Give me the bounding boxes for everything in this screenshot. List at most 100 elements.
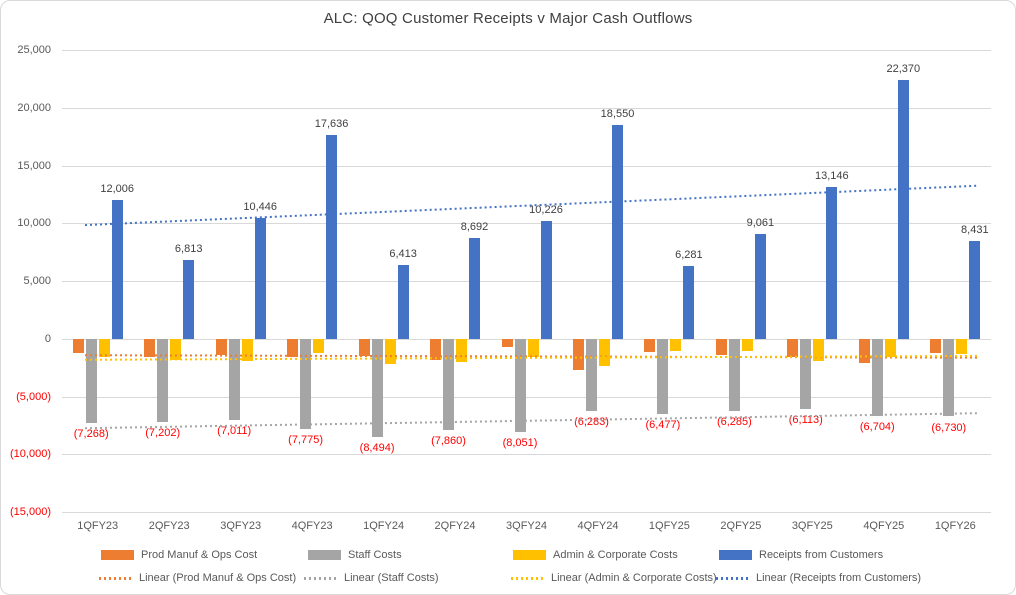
legend-item-receipts-from-customers[interactable]: Receipts from Customers	[719, 548, 883, 562]
bar-staff-costs-4qfy24[interactable]	[586, 338, 597, 412]
y-axis-tick-label: 15,000	[17, 160, 51, 172]
legend-item-prod-manuf-ops-cost[interactable]: Prod Manuf & Ops Cost	[101, 548, 257, 562]
bar-staff-costs-1qfy26[interactable]	[943, 338, 955, 417]
data-label-staff-costs-4qfy24: (6,283)	[574, 416, 609, 429]
bar-admin-corporate-costs-3qfy23[interactable]	[241, 338, 253, 361]
data-label-receipts-from-customers-3qfy24: 10,226	[529, 203, 563, 216]
data-label-receipts-from-customers-1qfy26: 8,431	[961, 224, 989, 237]
bar-receipts-from-customers-2qfy24[interactable]	[469, 238, 480, 339]
bar-receipts-from-customers-3qfy25[interactable]	[826, 186, 838, 339]
bar-prod-manuf-ops-cost-4qfy24[interactable]	[573, 338, 584, 370]
bar-prod-manuf-ops-cost-3qfy24[interactable]	[501, 338, 513, 347]
grid-line	[62, 512, 991, 513]
data-label-receipts-from-customers-1qfy25: 6,281	[675, 249, 703, 262]
bar-staff-costs-3qfy23[interactable]	[228, 338, 240, 420]
legend-item-linear-admin-corporate-costs[interactable]: Linear (Admin & Corporate Costs)	[511, 571, 717, 585]
bar-receipts-from-customers-1qfy23[interactable]	[111, 200, 123, 339]
legend-label: Admin & Corporate Costs	[553, 549, 678, 561]
x-axis-category-label: 4QFY23	[291, 520, 333, 532]
data-label-staff-costs-2qfy24: (7,860)	[431, 434, 466, 447]
bar-receipts-from-customers-4qfy24[interactable]	[612, 124, 623, 339]
bar-prod-manuf-ops-cost-4qfy25[interactable]	[858, 338, 870, 364]
bar-receipts-from-customers-2qfy23[interactable]	[183, 260, 195, 339]
legend-item-staff-costs[interactable]: Staff Costs	[308, 548, 402, 562]
legend-label: Staff Costs	[348, 549, 402, 561]
bar-admin-corporate-costs-2qfy24[interactable]	[456, 338, 467, 362]
data-label-staff-costs-3qfy24: (8,051)	[502, 436, 538, 449]
bar-admin-corporate-costs-1qfy23[interactable]	[98, 338, 110, 357]
data-label-staff-costs-4qfy23: (7,775)	[288, 433, 324, 446]
grid-line	[62, 223, 991, 224]
bar-receipts-from-customers-3qfy23[interactable]	[254, 218, 266, 339]
legend-label: Receipts from Customers	[759, 549, 884, 561]
bar-staff-costs-2qfy23[interactable]	[157, 338, 169, 422]
x-axis-category-label: 3QFY25	[791, 520, 833, 532]
bar-receipts-from-customers-4qfy23[interactable]	[326, 135, 338, 339]
data-label-receipts-from-customers-4qfy23: 17,636	[314, 118, 349, 131]
bar-receipts-from-customers-2qfy25[interactable]	[754, 234, 766, 339]
data-label-receipts-from-customers-2qfy25: 9,061	[746, 217, 775, 230]
bar-staff-costs-1qfy23[interactable]	[85, 338, 97, 423]
data-label-receipts-from-customers-2qfy23: 6,813	[174, 243, 203, 256]
bar-prod-manuf-ops-cost-2qfy24[interactable]	[430, 338, 441, 361]
legend-swatch-prod-manuf-ops-cost	[101, 550, 134, 560]
bar-staff-costs-4qfy25[interactable]	[871, 338, 883, 417]
bar-admin-corporate-costs-1qfy25[interactable]	[670, 338, 682, 351]
x-axis-category-label: 1QFY24	[363, 520, 405, 532]
legend-label: Linear (Prod Manuf & Ops Cost)	[139, 572, 297, 584]
bar-admin-corporate-costs-4qfy24[interactable]	[599, 338, 610, 367]
data-label-staff-costs-2qfy23: (7,202)	[145, 426, 181, 439]
legend-item-linear-prod-manuf-ops-cost[interactable]: Linear (Prod Manuf & Ops Cost)	[99, 571, 296, 585]
bar-prod-manuf-ops-cost-2qfy23[interactable]	[144, 338, 156, 357]
bar-receipts-from-customers-3qfy24[interactable]	[540, 220, 552, 339]
y-axis-tick-label: 5,000	[23, 275, 51, 287]
legend-item-linear-receipts-from-customers[interactable]: Linear (Receipts from Customers)	[716, 571, 921, 585]
bar-admin-corporate-costs-3qfy24[interactable]	[527, 338, 539, 357]
data-label-staff-costs-2qfy25: (6,285)	[716, 416, 752, 429]
y-axis-tick-label: 25,000	[17, 44, 51, 56]
bar-prod-manuf-ops-cost-2qfy25[interactable]	[715, 338, 727, 355]
bar-staff-costs-4qfy23[interactable]	[300, 338, 312, 429]
data-label-receipts-from-customers-1qfy23: 12,006	[100, 183, 135, 196]
bar-prod-manuf-ops-cost-1qfy25[interactable]	[644, 338, 656, 353]
bar-admin-corporate-costs-2qfy23[interactable]	[170, 338, 182, 360]
data-label-staff-costs-1qfy25: (6,477)	[645, 418, 681, 431]
bar-receipts-from-customers-4qfy25[interactable]	[897, 80, 909, 339]
bar-admin-corporate-costs-4qfy25[interactable]	[884, 338, 896, 357]
legend-label: Linear (Admin & Corporate Costs)	[551, 572, 717, 584]
data-label-receipts-from-customers-4qfy24: 18,550	[600, 107, 635, 120]
y-axis-tick-label: 10,000	[17, 217, 51, 229]
data-label-receipts-from-customers-1qfy24: 6,413	[389, 247, 417, 260]
bar-admin-corporate-costs-2qfy25[interactable]	[741, 338, 753, 352]
bar-receipts-from-customers-1qfy24[interactable]	[397, 264, 409, 339]
bar-staff-costs-2qfy24[interactable]	[443, 338, 454, 430]
bar-prod-manuf-ops-cost-3qfy25[interactable]	[787, 338, 799, 358]
legend-label: Linear (Receipts from Customers)	[756, 572, 922, 584]
bar-staff-costs-3qfy24[interactable]	[514, 338, 526, 432]
bar-staff-costs-1qfy25[interactable]	[657, 338, 669, 414]
bar-prod-manuf-ops-cost-1qfy23[interactable]	[72, 338, 84, 353]
bar-admin-corporate-costs-1qfy26[interactable]	[956, 338, 968, 354]
bar-staff-costs-3qfy25[interactable]	[800, 338, 812, 410]
bar-receipts-from-customers-1qfy25[interactable]	[683, 266, 695, 339]
bar-staff-costs-2qfy25[interactable]	[728, 338, 740, 412]
bar-prod-manuf-ops-cost-1qfy24[interactable]	[358, 338, 370, 357]
data-label-staff-costs-1qfy26: (6,730)	[931, 421, 967, 434]
bar-staff-costs-1qfy24[interactable]	[371, 338, 383, 437]
data-label-staff-costs-3qfy23: (7,011)	[217, 424, 252, 437]
bar-receipts-from-customers-1qfy26[interactable]	[969, 241, 981, 339]
x-axis-category-label: 2QFY25	[720, 520, 762, 532]
bar-prod-manuf-ops-cost-4qfy23[interactable]	[287, 338, 299, 357]
legend-item-linear-staff-costs[interactable]: Linear (Staff Costs)	[304, 571, 439, 585]
bar-admin-corporate-costs-3qfy25[interactable]	[813, 338, 825, 362]
y-axis-tick-label: (5,000)	[16, 391, 51, 403]
bar-admin-corporate-costs-4qfy23[interactable]	[313, 338, 325, 353]
data-label-receipts-from-customers-3qfy25: 13,146	[814, 169, 849, 182]
bar-admin-corporate-costs-1qfy24[interactable]	[384, 338, 396, 365]
y-axis-tick-label: 0	[44, 333, 51, 345]
bar-prod-manuf-ops-cost-1qfy26[interactable]	[930, 338, 942, 354]
legend-dotted-line-swatch	[99, 576, 132, 580]
bar-prod-manuf-ops-cost-3qfy23[interactable]	[215, 338, 227, 355]
data-label-staff-costs-1qfy24: (8,494)	[359, 441, 395, 454]
legend-item-admin-corporate-costs[interactable]: Admin & Corporate Costs	[513, 548, 678, 562]
